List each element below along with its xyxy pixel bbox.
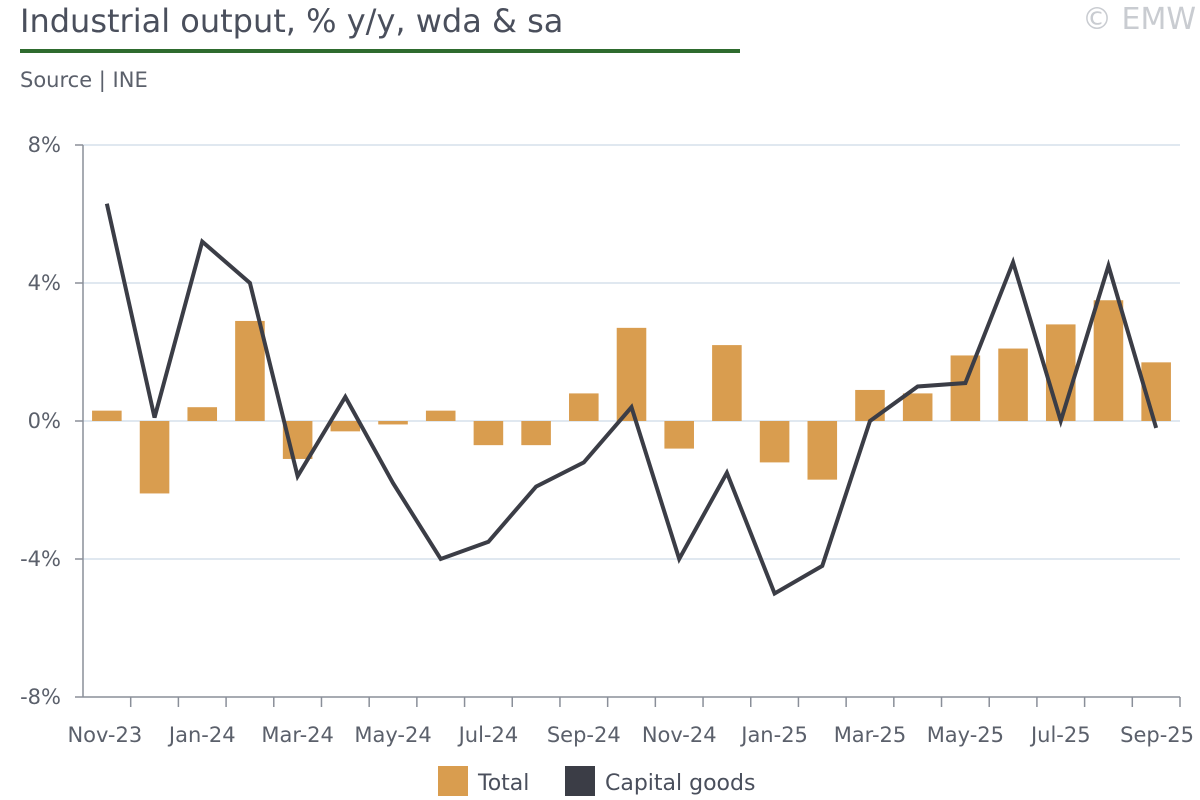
y-tick-label: 0% <box>28 409 61 433</box>
title-underline <box>20 49 740 53</box>
bar-jun-25 <box>998 348 1028 421</box>
bar-jun-24 <box>425 410 456 421</box>
bar-may-25 <box>950 355 981 421</box>
y-tick-label: 8% <box>28 133 61 157</box>
line-series-capital-goods <box>104 203 1159 597</box>
legend: Total Capital goods <box>438 766 755 796</box>
x-tick-label: Mar-24 <box>261 723 334 747</box>
x-tick-label: Nov-23 <box>67 723 142 747</box>
copyright-label: © EMW <box>1081 2 1196 37</box>
bar-jan-25 <box>759 421 790 463</box>
legend-swatch-capital-goods <box>565 766 595 796</box>
x-tick-label: Sep-25 <box>1120 723 1194 747</box>
bar-dec-23 <box>139 421 170 494</box>
bar-sep-24 <box>569 393 599 421</box>
x-tick-label: Mar-25 <box>834 723 907 747</box>
chart-title: Industrial output, % y/y, wda & sa <box>20 2 564 40</box>
y-tick-labels: 8% 4% 0% -4% -8% <box>20 133 61 709</box>
bar-aug-24 <box>521 421 551 446</box>
bar-series-total <box>92 300 1171 494</box>
x-tick-label: Sep-24 <box>547 723 621 747</box>
bar-jan-24 <box>187 407 218 421</box>
source-label: Source | INE <box>20 68 148 92</box>
x-tick-label: Jan-24 <box>167 723 236 747</box>
legend-label: Total <box>477 771 529 796</box>
bar-aug-25 <box>1093 300 1124 421</box>
x-tick-label: May-24 <box>354 723 431 747</box>
bar-nov-24 <box>664 421 694 449</box>
bar-jul-24 <box>473 421 504 446</box>
bar-may-24 <box>378 421 408 425</box>
bar-mar-25 <box>855 389 885 421</box>
legend-label: Capital goods <box>605 771 755 796</box>
x-tick-label: Jan-25 <box>739 723 808 747</box>
x-tick-label: Nov-24 <box>642 723 717 747</box>
x-tick-label: May-25 <box>927 723 1004 747</box>
axes <box>75 144 1181 707</box>
bar-apr-24 <box>330 421 361 432</box>
bar-nov-23 <box>92 410 122 421</box>
bar-feb-24 <box>235 320 265 421</box>
y-tick-label: -4% <box>20 547 61 571</box>
bar-dec-24 <box>712 345 742 421</box>
legend-swatch-total <box>438 766 468 796</box>
bar-jul-25 <box>1045 324 1076 421</box>
y-tick-label: -8% <box>20 685 61 709</box>
bar-apr-25 <box>902 393 933 421</box>
line-capital-goods <box>104 203 1159 597</box>
bar-feb-25 <box>807 421 838 480</box>
x-tick-label: Jul-24 <box>457 723 519 747</box>
y-tick-label: 4% <box>28 271 61 295</box>
x-tick-labels: Nov-23 Jan-24 Mar-24 May-24 Jul-24 Sep-24 Nov-… <box>67 723 1194 747</box>
x-tick-label: Jul-25 <box>1029 723 1091 747</box>
